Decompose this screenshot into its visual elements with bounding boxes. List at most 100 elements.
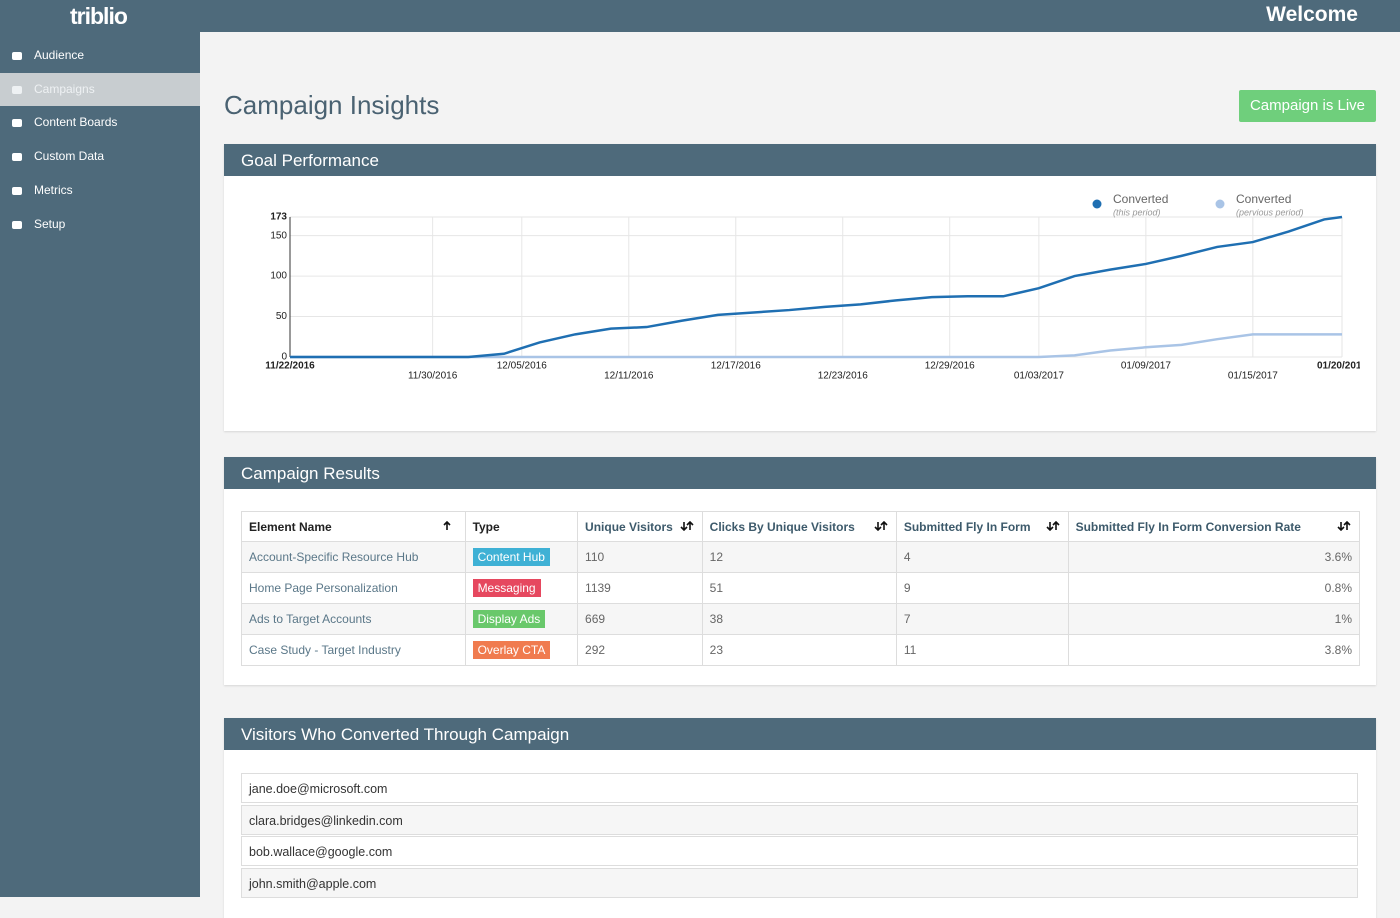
logo[interactable]: triblio: [70, 3, 128, 29]
nav-item[interactable]: Setup: [0, 208, 200, 241]
visitor-email: john.smith@apple.com: [241, 867, 1358, 898]
cell: 23: [701, 634, 897, 666]
column-header[interactable]: Submitted Fly In Form: [895, 511, 1069, 542]
legend-marker: [1215, 199, 1225, 209]
nav-item[interactable]: Campaigns: [0, 72, 200, 106]
cell: 292: [577, 634, 703, 666]
icon-shape: [12, 153, 22, 162]
column-header[interactable]: Submitted Fly In Form Conversion Rate: [1067, 511, 1361, 542]
legend-note: (pervious period): [1236, 207, 1304, 217]
type-badge: Messaging: [472, 579, 541, 597]
visitor-email: jane.doe@microsoft.com: [241, 773, 1358, 803]
nav-item[interactable]: Custom Data: [0, 140, 200, 173]
cell: 3.6%: [1067, 541, 1361, 573]
x-tick-label: 01/20/2017: [1317, 361, 1360, 372]
x-tick-label: 12/05/2016: [497, 361, 547, 372]
column-header[interactable]: Element Name: [241, 511, 466, 542]
legend-marker: [1092, 199, 1102, 209]
legend-note: (this period): [1113, 207, 1161, 217]
nav-item[interactable]: Audience: [0, 39, 200, 72]
cell: 669: [577, 603, 703, 635]
results-panel: Campaign Results Element Name Type Unique …: [224, 457, 1376, 685]
sort-icon: [874, 521, 888, 531]
nav-label: Campaigns: [34, 81, 95, 96]
type-badge: Content Hub: [472, 548, 550, 566]
nav-item[interactable]: Metrics: [0, 174, 200, 207]
y-tick-label: 100: [270, 271, 287, 282]
arrow: [874, 521, 888, 531]
sidebar: Audience Campaigns Content Boards Custom Da…: [0, 32, 200, 897]
x-tick-label: 12/29/2016: [925, 361, 975, 372]
page-title: Campaign Insights: [224, 90, 440, 120]
column-header[interactable]: Clicks By Unique Visitors: [701, 511, 897, 542]
table-row: Home Page Personalization Messaging 1139 51…: [241, 572, 1361, 604]
nav-icon: [12, 85, 22, 94]
status-button[interactable]: Campaign is Live: [1239, 90, 1376, 122]
table-row: Account-Specific Resource Hub Content Hub…: [241, 541, 1361, 573]
x-tick-label: 01/03/2017: [1014, 371, 1064, 382]
series-line: [290, 333, 1342, 359]
arrow: [1337, 521, 1351, 531]
visitor-email: clara.bridges@linkedin.com: [241, 804, 1358, 835]
visitors-panel: Visitors Who Converted Through Campaign …: [224, 718, 1376, 918]
x-tick-label: 01/09/2017: [1121, 361, 1171, 372]
cell: Display Ads: [464, 603, 579, 635]
arrow: [442, 521, 451, 530]
table-row: Ads to Target Accounts Display Ads 669 38 7 1…: [241, 603, 1361, 635]
x-tick-label: 11/30/2016: [408, 371, 458, 382]
results-table: Element Name Type Unique Visitors Clicks By…: [241, 511, 1361, 666]
header-row: Element Name Type Unique Visitors Clicks By…: [241, 511, 1361, 542]
visitor-email: bob.wallace@google.com: [241, 836, 1358, 866]
sort-icon: [680, 521, 694, 531]
nav-label: Setup: [34, 216, 66, 231]
panel-title: Visitors Who Converted Through Campaign: [224, 718, 1376, 750]
icon-shape: [12, 220, 22, 229]
cell: 51: [701, 572, 897, 604]
y-tick-label: 0: [281, 352, 287, 363]
cell: Overlay CTA: [464, 634, 579, 666]
sort-icon: [442, 521, 451, 530]
nav-icon: [12, 52, 22, 60]
cell: 110: [577, 541, 703, 573]
nav-icon: [12, 119, 22, 128]
table-row: Case Study - Target Industry Overlay CTA 2…: [241, 634, 1361, 666]
cell: 3.8%: [1067, 634, 1361, 666]
cell: 11: [895, 634, 1069, 666]
cell: Messaging: [464, 572, 579, 604]
icon-shape: [12, 52, 22, 60]
panel-title: Goal Performance: [224, 144, 1376, 176]
type-badge: Display Ads: [472, 610, 546, 628]
panel-title: Campaign Results: [224, 457, 1376, 489]
cell: Case Study - Target Industry: [241, 634, 466, 666]
goal-panel: Goal Performance 11/22/2016 11/30/2016 12/…: [224, 144, 1376, 431]
nav-label: Custom Data: [34, 149, 105, 164]
legend-label: Converted: [1236, 192, 1291, 206]
cell: Account-Specific Resource Hub: [241, 541, 466, 573]
welcome[interactable]: Welcome: [1266, 3, 1358, 26]
y-tick-label: 50: [276, 311, 288, 322]
column-header[interactable]: Unique Visitors: [577, 511, 703, 542]
x-tick-label: 12/23/2016: [818, 371, 868, 382]
cell: 7: [895, 603, 1069, 635]
x-tick-label: 11/22/2016: [265, 361, 315, 372]
y-tick-label: 150: [270, 230, 287, 241]
arrow: [680, 521, 694, 531]
series-line: [290, 215, 1343, 359]
x-tick-label: 12/11/2016: [604, 371, 654, 382]
y-tick-label: 173: [270, 212, 287, 223]
legend-label: Converted: [1113, 192, 1168, 206]
icon-shape: [12, 186, 22, 195]
cell: 9: [895, 572, 1069, 604]
nav-label: Content Boards: [34, 115, 118, 130]
nav-icon: [12, 220, 22, 229]
nav-label: Metrics: [34, 182, 73, 197]
cell: Home Page Personalization: [241, 572, 466, 604]
sort-icon: [1045, 521, 1060, 531]
type-badge: Overlay CTA: [472, 641, 551, 659]
cell: 1%: [1067, 603, 1361, 635]
arrow: [1045, 521, 1060, 531]
nav-label: Audience: [34, 48, 85, 62]
nav-icon: [12, 186, 22, 195]
nav-item[interactable]: Content Boards: [0, 106, 200, 139]
